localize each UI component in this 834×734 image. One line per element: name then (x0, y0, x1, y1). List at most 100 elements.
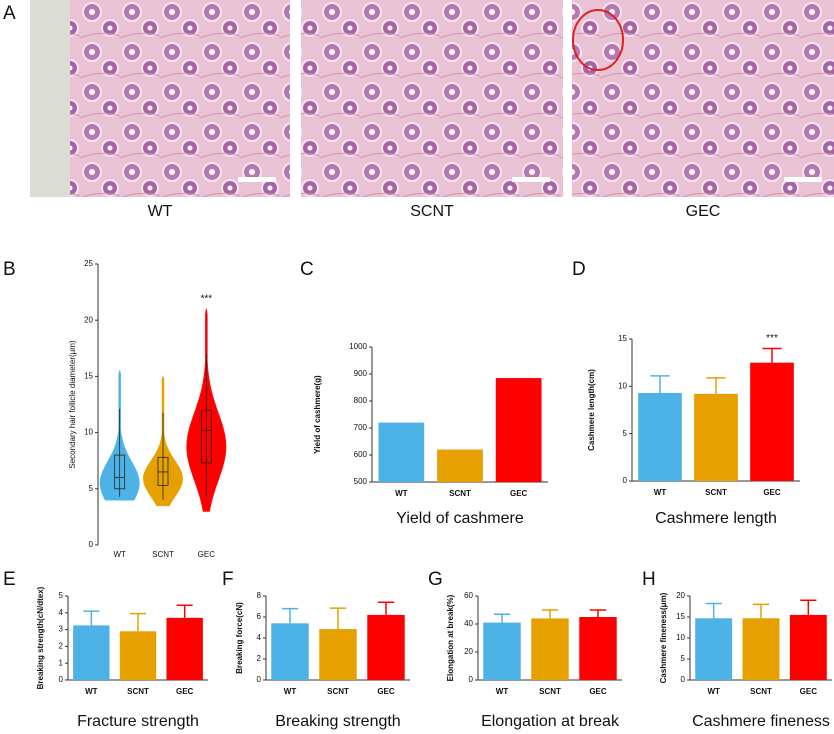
y-tick-label: 10 (676, 633, 685, 642)
y-axis-label: Elongation at break(%) (446, 594, 455, 681)
x-tick-label: SCNT (449, 489, 471, 498)
histology-image (572, 0, 834, 197)
bar (695, 618, 733, 680)
x-tick-label: GEC (198, 550, 216, 559)
x-axis-label: Yield of cashmere (396, 510, 524, 527)
y-tick-label: 1 (59, 658, 64, 667)
y-tick-label: 20 (464, 647, 473, 656)
box (157, 456, 169, 486)
x-tick-label: WT (85, 687, 98, 696)
y-axis-label: Cashmere fineness(μm) (659, 592, 668, 683)
y-tick-label: 5 (681, 654, 686, 663)
x-tick-label: WT (395, 489, 408, 498)
panel-letter: D (572, 259, 586, 280)
panel-letter: H (642, 569, 656, 590)
x-tick-label: GEC (510, 489, 528, 498)
y-tick-label: 2 (257, 654, 262, 663)
y-axis-label: Cashmere length(cm) (587, 369, 596, 451)
x-tick-label: GEC (800, 687, 818, 696)
x-axis-label: Cashmere length (655, 510, 777, 527)
y-axis-label: Yield of cashmere(g) (313, 375, 322, 454)
y-tick-label: 4 (257, 633, 262, 642)
x-tick-label: WT (496, 687, 509, 696)
bar (531, 618, 569, 680)
significance: *** (766, 333, 778, 344)
y-axis-label: Breaking force(cN) (235, 602, 244, 674)
bar (579, 617, 617, 680)
y-tick-label: 20 (676, 591, 685, 600)
panel-letter: A (3, 3, 16, 24)
y-axis-label: Breaking strength(cN/dtex) (36, 586, 45, 689)
y-tick-label: 700 (354, 423, 368, 432)
y-tick-label: 0 (681, 675, 686, 684)
x-tick-label: WT (707, 687, 720, 696)
x-axis-label: Cashmere fineness (692, 713, 830, 730)
x-tick-label: GEC (589, 687, 607, 696)
bar (119, 631, 157, 680)
scale-bar (784, 177, 822, 182)
y-tick-label: 25 (84, 259, 93, 268)
panel-letter: E (3, 569, 16, 590)
y-tick-label: 6 (257, 612, 262, 621)
y-tick-label: 5 (623, 429, 628, 438)
bar (271, 623, 309, 680)
y-tick-label: 15 (84, 372, 93, 381)
bar (437, 449, 483, 482)
x-axis-label: Fracture strength (77, 713, 199, 730)
error-bar (129, 612, 147, 632)
bar (378, 422, 425, 482)
y-tick-label: 500 (354, 477, 368, 486)
bar (495, 378, 542, 482)
y-tick-label: 60 (464, 591, 473, 600)
y-tick-label: 40 (464, 619, 473, 628)
y-tick-label: 3 (59, 625, 64, 634)
error-bar (329, 607, 347, 630)
highlight-circle (572, 9, 624, 71)
y-tick-label: 0 (59, 675, 64, 684)
error-bar (83, 610, 100, 626)
y-tick-label: 5 (59, 591, 64, 600)
significance: *** (200, 294, 212, 305)
bar (319, 629, 357, 680)
error-bar (800, 599, 817, 615)
box (114, 454, 126, 490)
y-tick-label: 4 (59, 608, 64, 617)
scale-bar (238, 177, 276, 182)
error-bar (650, 375, 670, 393)
y-tick-label: 600 (354, 450, 368, 459)
y-tick-label: 0 (257, 675, 262, 684)
y-tick-label: 10 (618, 381, 627, 390)
panel-letter: B (3, 259, 16, 280)
x-tick-label: WT (113, 550, 126, 559)
error-bar (281, 607, 299, 624)
histology-background (30, 0, 70, 197)
y-tick-label: 900 (354, 369, 368, 378)
histology-image (301, 0, 563, 197)
y-tick-label: 0 (623, 476, 628, 485)
bar (73, 625, 110, 680)
image-label: WT (148, 203, 173, 220)
error-bar (706, 377, 726, 394)
histology-image (30, 0, 290, 197)
bar (166, 617, 203, 680)
bar (483, 622, 521, 680)
x-tick-label: GEC (377, 687, 395, 696)
error-bar (176, 604, 193, 618)
x-tick-label: SCNT (750, 687, 772, 696)
error-bar (752, 603, 770, 619)
box (200, 409, 212, 464)
scale-bar (512, 177, 550, 182)
bar (742, 618, 780, 680)
x-tick-label: SCNT (327, 687, 349, 696)
y-tick-label: 15 (676, 612, 685, 621)
x-tick-label: SCNT (705, 488, 727, 497)
x-axis-label: Breaking strength (275, 713, 400, 730)
bar (789, 614, 827, 680)
error-bar (377, 601, 395, 615)
y-axis-label: Secondary hair follicle diameter(μm) (68, 340, 77, 469)
y-tick-label: 8 (257, 591, 262, 600)
error-bar (762, 347, 782, 363)
error-bar (589, 609, 607, 617)
y-tick-label: 1000 (349, 342, 367, 351)
bar (750, 362, 794, 481)
